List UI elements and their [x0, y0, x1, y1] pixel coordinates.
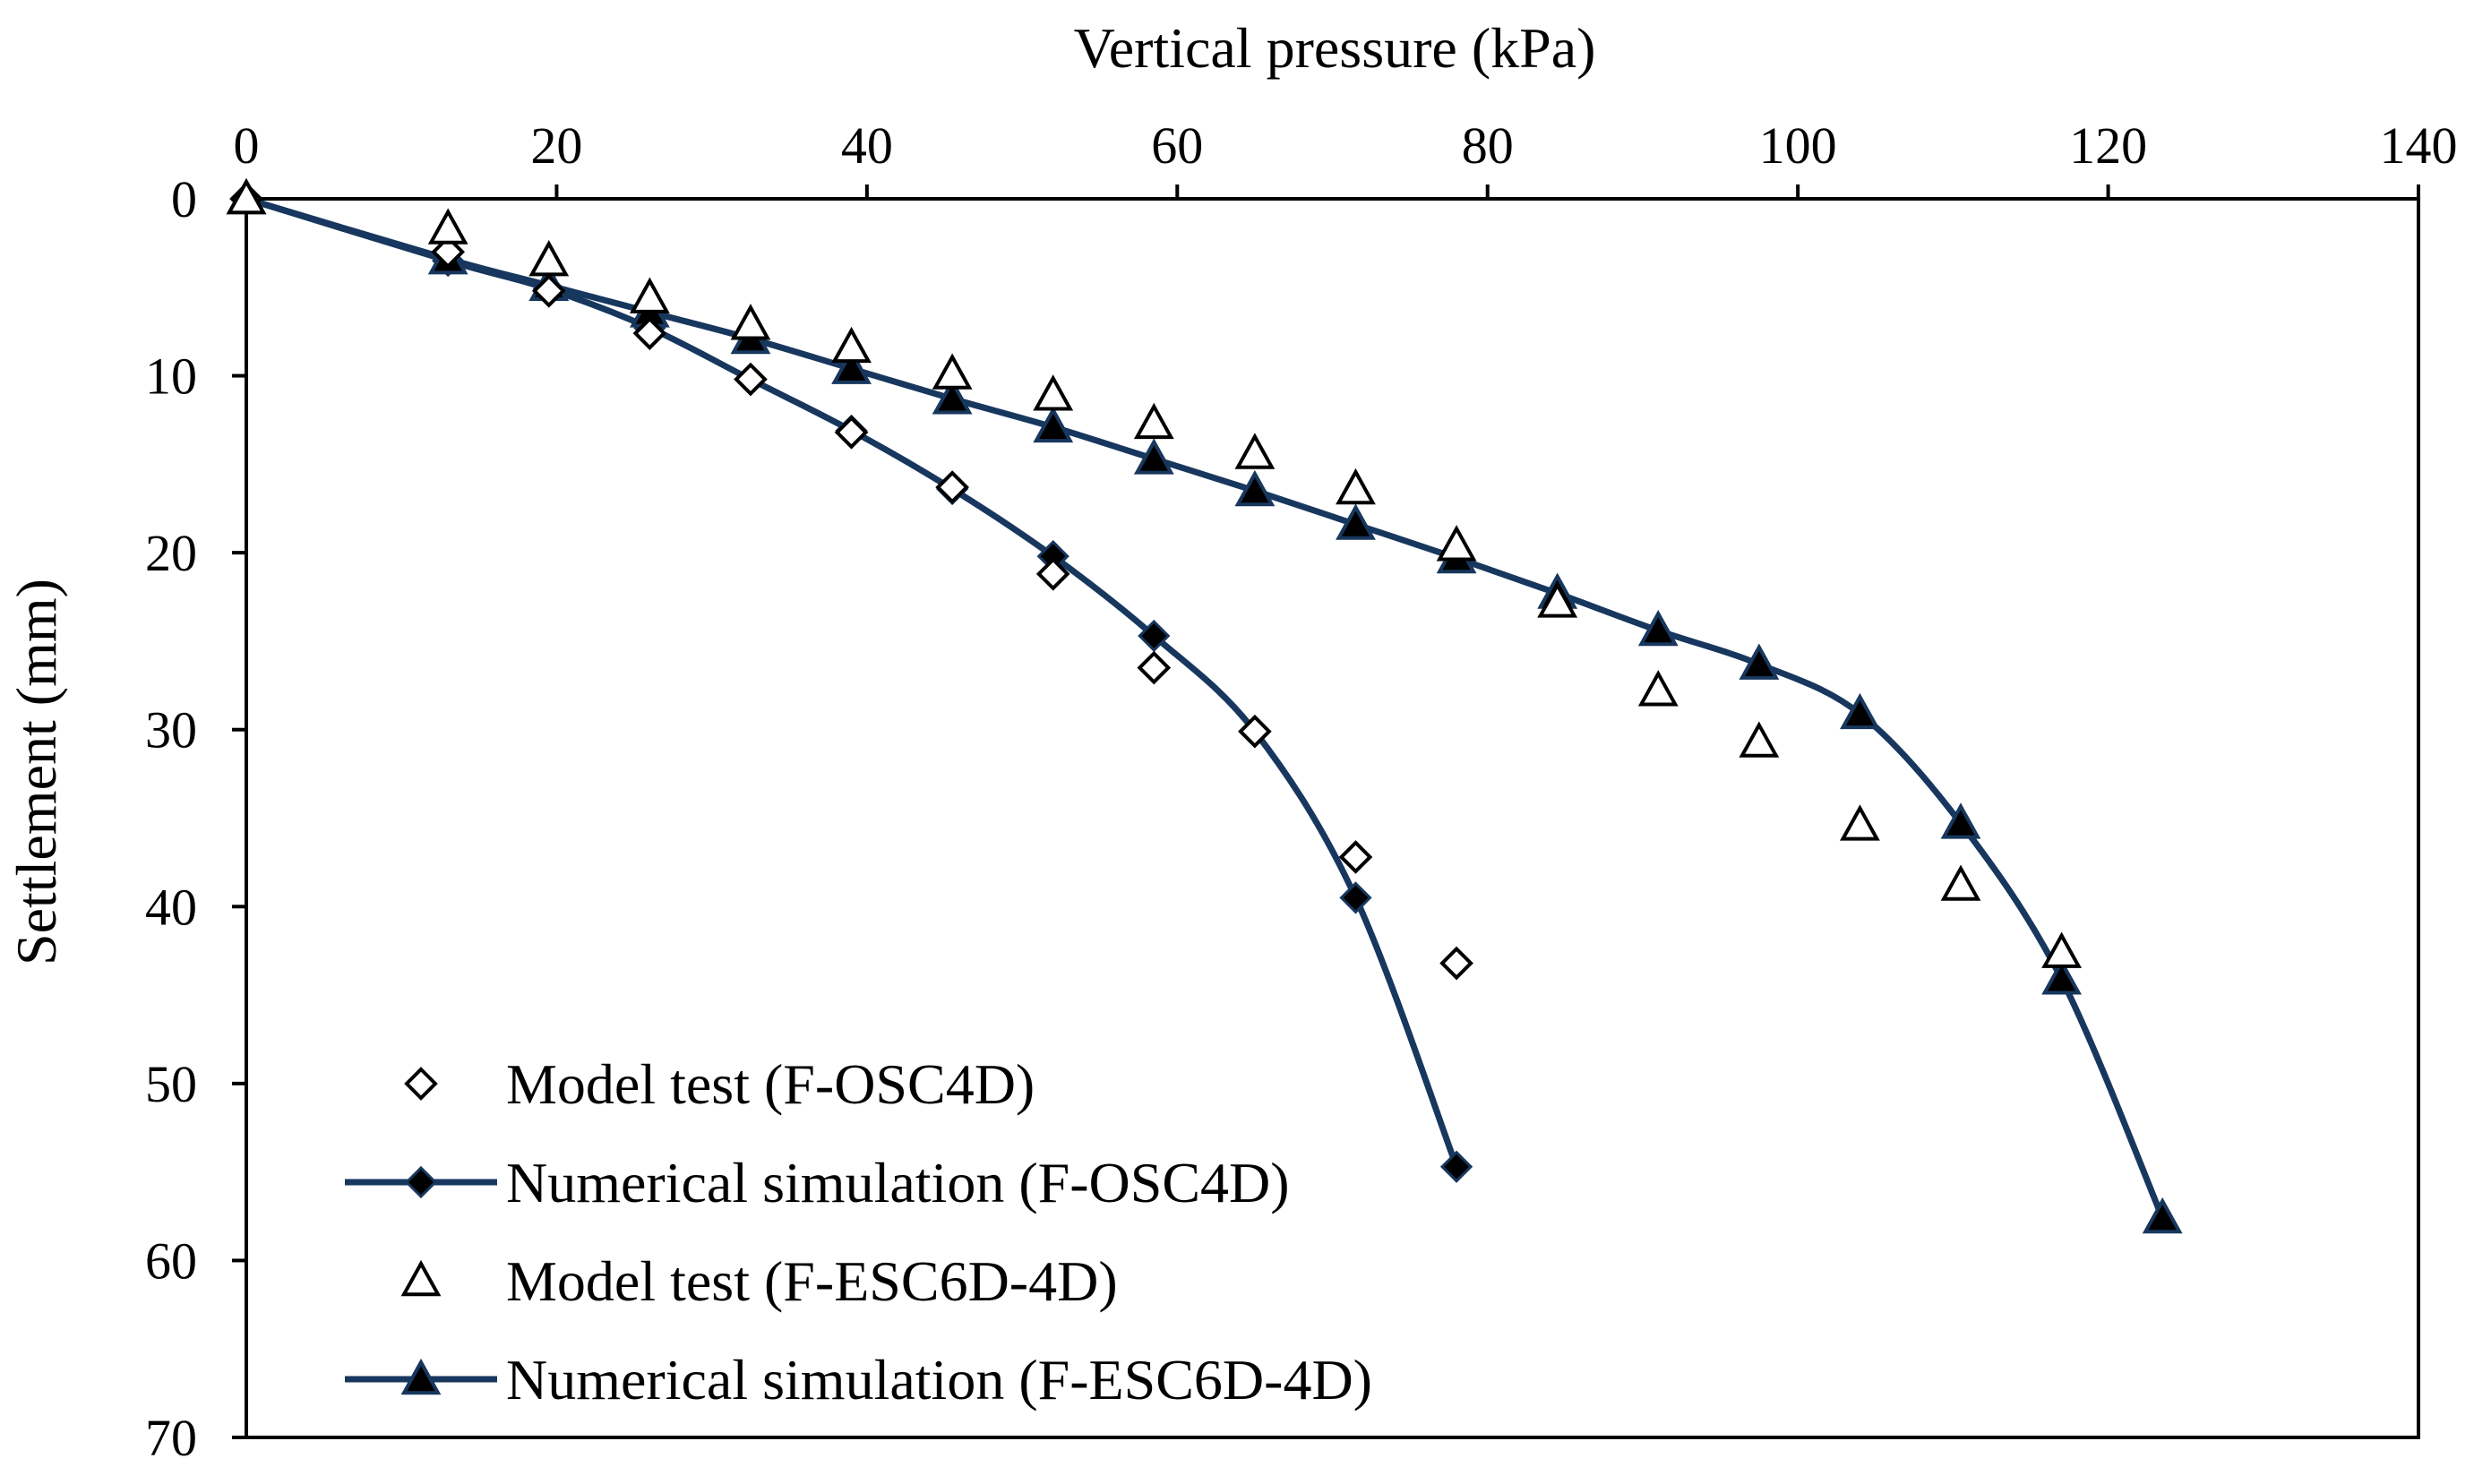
- data-point: [2041, 958, 2083, 995]
- series-layer: [226, 177, 2183, 1234]
- legend-item-3: Numerical simulation (F-ESC6D-4D): [345, 1348, 1372, 1411]
- y-tick-label: 50: [145, 1055, 197, 1113]
- data-point: [1339, 881, 1372, 914]
- x-tick-label: 60: [1151, 116, 1203, 175]
- x-axis-title: Vertical pressure (kPa): [1074, 16, 1596, 80]
- legend-item-1: Numerical simulation (F-OSC4D): [345, 1151, 1290, 1214]
- data-point: [935, 470, 969, 504]
- data-point: [528, 240, 570, 277]
- y-tick-label: 20: [145, 524, 197, 582]
- data-point: [1234, 433, 1276, 469]
- data-point: [1033, 374, 1074, 411]
- data-point: [1133, 402, 1174, 440]
- data-point: [730, 304, 771, 340]
- series-0: [229, 182, 1473, 981]
- x-tick-label: 100: [1759, 116, 1837, 175]
- data-point: [1336, 503, 1376, 540]
- data-point: [1234, 469, 1276, 507]
- data-point: [427, 208, 468, 244]
- axes-layer: 0 20 40 60 80 100 120 140 0 10 20 30 40 50 60 70: [145, 116, 2458, 1467]
- legend-item-0: Model test (F-OSC4D): [404, 1052, 1035, 1116]
- data-point: [932, 353, 973, 390]
- legend-marker: [400, 1358, 442, 1395]
- data-point: [831, 326, 872, 364]
- y-tick-label: 60: [145, 1231, 197, 1290]
- data-point: [2142, 1197, 2183, 1234]
- y-tick-label: 40: [145, 878, 197, 936]
- data-point: [629, 277, 670, 313]
- legend-label: Numerical simulation (F-ESC6D-4D): [506, 1348, 1372, 1411]
- y-tick-label: 0: [171, 170, 197, 228]
- y-tick-label: 70: [145, 1409, 197, 1467]
- x-tick-label: 20: [530, 116, 582, 175]
- data-point: [1336, 468, 1376, 505]
- data-point: [1137, 650, 1172, 685]
- x-tick-label: 40: [841, 116, 893, 175]
- data-point: [1238, 714, 1272, 749]
- data-point: [734, 362, 768, 397]
- data-point: [431, 235, 466, 270]
- data-point: [1637, 609, 1679, 647]
- data-point: [1940, 802, 1981, 839]
- data-point: [1739, 643, 1780, 680]
- plot-frame: [245, 197, 2420, 1439]
- x-tick-label: 80: [1462, 116, 1514, 175]
- legend-label: Numerical simulation (F-OSC4D): [506, 1151, 1290, 1214]
- data-point: [531, 273, 566, 308]
- data-point: [1739, 721, 1780, 758]
- data-point: [1133, 438, 1174, 475]
- legend-label: Model test (F-OSC4D): [506, 1052, 1035, 1116]
- x-tick-label: 120: [2069, 116, 2147, 175]
- x-tick-label: 140: [2380, 116, 2458, 175]
- y-tick-label: 10: [145, 347, 197, 406]
- data-point: [1940, 864, 1981, 901]
- y-axis-title: Settlement (mm): [4, 579, 68, 965]
- data-point: [1840, 804, 1880, 841]
- data-point: [1436, 525, 1477, 562]
- legend-label: Model test (F-ESC6D-4D): [506, 1249, 1118, 1313]
- data-point: [226, 177, 267, 215]
- data-point: [834, 415, 869, 450]
- legend-item-2: Model test (F-ESC6D-4D): [400, 1249, 1118, 1313]
- data-point: [1637, 670, 1679, 707]
- y-tick-label: 30: [145, 701, 197, 759]
- series-2: [226, 177, 2083, 968]
- data-point: [1439, 1150, 1473, 1183]
- data-point: [1439, 946, 1473, 981]
- legend-marker: [404, 1165, 438, 1199]
- data-point: [1035, 557, 1070, 591]
- legend-marker: [404, 1067, 438, 1101]
- x-tick-label: 0: [234, 116, 260, 175]
- data-point: [932, 378, 973, 415]
- data-point: [1840, 692, 1880, 730]
- data-point: [2041, 931, 2083, 968]
- data-point: [632, 316, 667, 350]
- data-point: [831, 347, 872, 384]
- legend: Model test (F-OSC4D) Numerical simulation…: [345, 1052, 1372, 1411]
- data-point: [1033, 406, 1074, 443]
- data-point: [1338, 840, 1373, 874]
- legend-marker: [400, 1259, 442, 1297]
- data-point: [1537, 581, 1578, 618]
- data-point: [1138, 619, 1171, 653]
